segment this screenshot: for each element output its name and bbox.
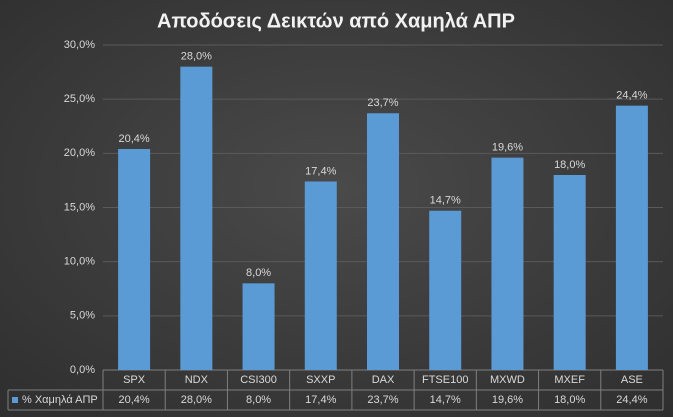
legend-key [12, 397, 18, 403]
x-tick-label: DAX [372, 374, 395, 386]
x-tick-label: MXEF [554, 374, 585, 386]
value-label: 28,0% [181, 51, 212, 63]
x-tick-label: FTSE100 [422, 374, 468, 386]
bar [242, 283, 275, 370]
value-label: 18,0% [554, 159, 585, 171]
bar [553, 175, 586, 370]
table-value: 23,7% [367, 394, 398, 406]
value-label: 23,7% [367, 97, 398, 109]
y-tick-label: 30,0% [64, 39, 95, 51]
table-value: 28,0% [181, 394, 212, 406]
table-value: 18,0% [554, 394, 585, 406]
table-value: 8,0% [246, 394, 271, 406]
bar [304, 181, 337, 370]
value-label: 24,4% [616, 90, 647, 102]
bar [429, 210, 462, 370]
y-tick-label: 25,0% [64, 93, 95, 105]
x-tick-label: ASE [621, 374, 643, 386]
table-value: 24,4% [616, 394, 647, 406]
table-value: 14,7% [430, 394, 461, 406]
bar [118, 149, 151, 370]
value-label: 8,0% [246, 267, 271, 279]
y-tick-label: 5,0% [70, 310, 95, 322]
x-tick-label: SXXP [306, 374, 335, 386]
table-value: 19,6% [492, 394, 523, 406]
y-tick-label: 15,0% [64, 201, 95, 213]
legend-label: % Χαμηλά ΑΠΡ [22, 394, 98, 406]
x-tick-label: MXWD [490, 374, 525, 386]
bar [491, 157, 524, 370]
bar [180, 66, 213, 371]
table-value: 17,4% [305, 394, 336, 406]
y-tick-label: 10,0% [64, 256, 95, 268]
y-tick-label: 20,0% [64, 147, 95, 159]
value-label: 19,6% [492, 142, 523, 154]
bar [367, 113, 399, 370]
value-label: 14,7% [430, 195, 461, 207]
value-label: 17,4% [305, 165, 336, 177]
x-tick-label: SPX [123, 374, 146, 386]
bar [615, 105, 648, 371]
chart-title: Αποδόσεις Δεικτών από Χαμηλά ΑΠΡ [157, 10, 515, 32]
y-tick-label: 0,0% [70, 364, 95, 376]
value-label: 20,4% [119, 133, 150, 145]
x-tick-label: CSI300 [240, 374, 277, 386]
table-value: 20,4% [119, 394, 150, 406]
x-tick-label: NDX [185, 374, 209, 386]
